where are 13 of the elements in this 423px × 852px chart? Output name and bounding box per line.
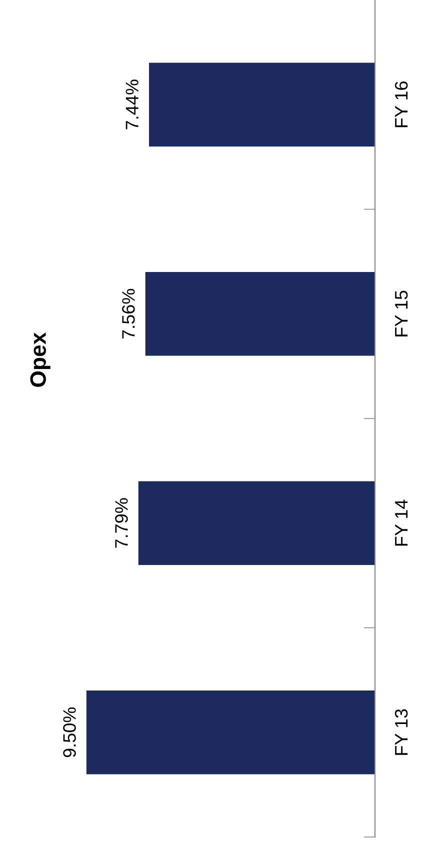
bar: [86, 690, 375, 774]
text: Opex: [30, 332, 50, 387]
y-tick-label: FY 13: [394, 709, 408, 755]
bar: [138, 481, 375, 565]
y-tick-label: FY 16: [394, 81, 408, 128]
data-label: 7.44%: [126, 80, 138, 130]
bar: [149, 62, 375, 146]
y-tick-label: FY 15: [395, 290, 408, 336]
bar: [145, 272, 375, 356]
data-label: 7.79%: [115, 498, 128, 548]
data-label: 7.56%: [122, 288, 135, 339]
data-label: 9.50%: [63, 707, 76, 758]
y-tick-label: FY 14: [395, 500, 408, 546]
